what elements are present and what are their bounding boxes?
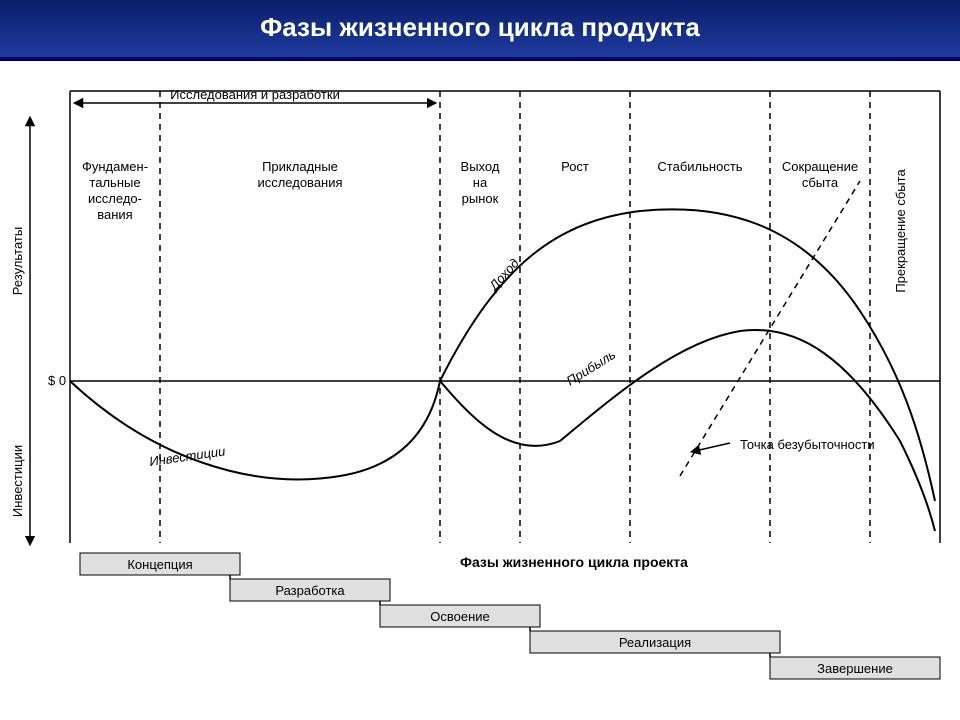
region-label-fund: исследо- (88, 191, 142, 206)
research-span-label: Исследования и разработки (170, 87, 340, 102)
region-label-applied: Прикладные (262, 159, 338, 174)
region-label-decline: сбыта (802, 175, 839, 190)
regions-group: Фундамен-тальныеисследо-вания Прикладныеи… (82, 91, 908, 543)
region-label-applied: исследования (257, 175, 342, 190)
phase-label-3: Реализация (619, 635, 691, 650)
region-label-fund: тальные (89, 175, 140, 190)
region-label-market: на (473, 175, 488, 190)
y-axis-upper-label: Результаты (10, 227, 25, 295)
region-label-decline: Сокращение (782, 159, 858, 174)
profit-curve (440, 330, 935, 531)
zero-label: $ 0 (48, 373, 66, 388)
income-label: Доход (485, 256, 522, 295)
page-title: Фазы жизненного цикла продукта (0, 0, 960, 61)
region-label-market: Выход (461, 159, 500, 174)
region-label-market: рынок (462, 191, 499, 206)
profit-label: Прибыль (564, 347, 619, 389)
breakeven-label: Точка безубыточности (740, 437, 875, 452)
phase-label-0: Концепция (127, 557, 192, 572)
phase-label-4: Завершение (817, 661, 893, 676)
region-label-stop: Прекращение сбыта (893, 169, 908, 293)
phases-group: Концепция Разработка Освоение Реализация Зав… (80, 553, 940, 679)
lifecycle-diagram: Результаты Инвестиции $ 0 Исследования и… (0, 61, 960, 701)
income-curve (440, 209, 935, 501)
region-label-stable: Стабильность (657, 159, 742, 174)
phases-title: Фазы жизненного цикла проекта (460, 554, 688, 570)
y-axis-lower-label: Инвестиции (10, 445, 25, 517)
investment-curve (70, 381, 440, 479)
phase-label-2: Освоение (430, 609, 490, 624)
region-label-growth: Рост (561, 159, 589, 174)
diagram-container: Результаты Инвестиции $ 0 Исследования и… (0, 61, 960, 701)
region-label-fund: Фундамен- (82, 159, 148, 174)
region-label-fund: вания (97, 207, 132, 222)
phase-label-1: Разработка (275, 583, 345, 598)
